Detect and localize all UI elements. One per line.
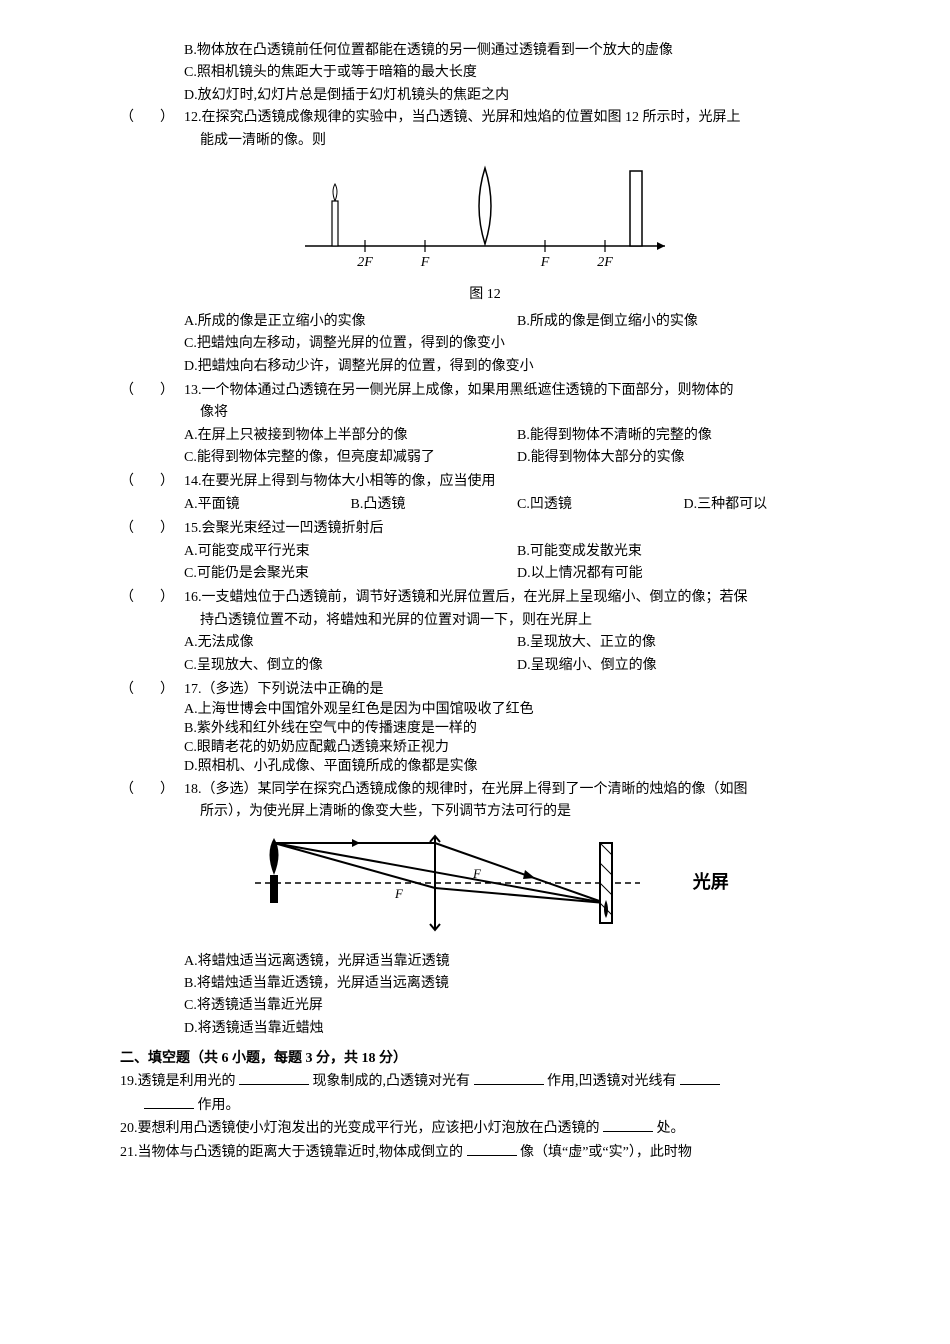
q21-pre: 21.当物体与凸透镜的距离大于透镜靠近时,物体成倒立的 bbox=[120, 1145, 463, 1160]
q12-figure: 2F F F 2F 图 12 bbox=[120, 156, 850, 307]
q17-b: B.紫外线和红外线在空气中的传播速度是一样的 bbox=[184, 720, 850, 739]
q12-d: D.把蜡烛向右移动少许，调整光屏的位置，得到的像变小 bbox=[184, 356, 850, 378]
q17-d: D.照相机、小孔成像、平面镜所成的像都是实像 bbox=[184, 758, 850, 777]
q17-a: A.上海世博会中国馆外观呈红色是因为中国馆吸收了红色 bbox=[184, 701, 850, 720]
q17-options: A.上海世博会中国馆外观呈红色是因为中国馆吸收了红色 B.紫外线和红外线在空气中… bbox=[120, 701, 850, 777]
question-15: （ ） 15.会聚光束经过一凹透镜折射后 A.可能变成平行光束 B.可能变成发散… bbox=[120, 518, 850, 585]
q16-stem: 16.一支蜡烛位于凸透镜前，调节好透镜和光屏位置后，在光屏上呈现缩小、倒立的像；… bbox=[184, 587, 850, 609]
q15-options: A.可能变成平行光束 B.可能变成发散光束 C.可能仍是会聚光束 D.以上情况都… bbox=[120, 541, 850, 586]
q14-a: A.平面镜 bbox=[184, 494, 351, 516]
svg-text:2F: 2F bbox=[357, 255, 373, 270]
answer-blank: （ bbox=[120, 587, 160, 609]
q14-stem: 14.在要光屏上得到与物体大小相等的像，应当使用 bbox=[184, 471, 850, 493]
q18-options: A.将蜡烛适当远离透镜，光屏适当靠近透镜 B.将蜡烛适当靠近透镜，光屏适当远离透… bbox=[120, 951, 850, 1041]
q16-options: A.无法成像 B.呈现放大、正立的像 C.呈现放大、倒立的像 D.呈现缩小、倒立… bbox=[120, 632, 850, 677]
q19-blank3 bbox=[680, 1070, 720, 1085]
prev-options: B.物体放在凸透镜前任何位置都能在透镜的另一侧通过透镜看到一个放大的虚像 C.照… bbox=[120, 40, 850, 107]
answer-blank-close: ） bbox=[160, 107, 184, 129]
q16-b: B.呈现放大、正立的像 bbox=[517, 632, 850, 654]
q14-c: C.凹透镜 bbox=[517, 494, 684, 516]
q13-a: A.在屏上只被接到物体上半部分的像 bbox=[184, 425, 517, 447]
q16-c: C.呈现放大、倒立的像 bbox=[184, 655, 517, 677]
answer-blank: （ bbox=[120, 107, 160, 129]
q12-a: A.所成的像是正立缩小的实像 bbox=[184, 311, 517, 333]
answer-blank: （ bbox=[120, 380, 160, 402]
q16-d: D.呈现缩小、倒立的像 bbox=[517, 655, 850, 677]
q19-mid1: 现象制成的,凸透镜对光有 bbox=[313, 1074, 471, 1089]
q18-stem-cont: 所示），为使光屏上清晰的像变大些，下列调节方法可行的是 bbox=[120, 801, 850, 823]
q16-a: A.无法成像 bbox=[184, 632, 517, 654]
q14-options: A.平面镜 B.凸透镜 C.凹透镜 D.三种都可以 bbox=[120, 494, 850, 516]
q17-stem: 17.（多选）下列说法中正确的是 bbox=[184, 679, 850, 701]
q14-d: D.三种都可以 bbox=[684, 494, 851, 516]
prev-option-c: C.照相机镜头的焦距大于或等于暗箱的最大长度 bbox=[184, 62, 850, 84]
svg-text:F: F bbox=[394, 886, 404, 901]
q12-fig-caption: 图 12 bbox=[120, 284, 850, 306]
q15-b: B.可能变成发散光束 bbox=[517, 541, 850, 563]
q12-stem-cont: 能成一清晰的像。则 bbox=[120, 130, 850, 152]
answer-blank-close: ） bbox=[160, 587, 184, 609]
q18-a: A.将蜡烛适当远离透镜，光屏适当靠近透镜 bbox=[184, 951, 850, 973]
q20-blank bbox=[603, 1117, 653, 1132]
q13-d: D.能得到物体大部分的实像 bbox=[517, 447, 850, 469]
q13-c: C.能得到物体完整的像，但亮度却减弱了 bbox=[184, 447, 517, 469]
q13-b: B.能得到物体不清晰的完整的像 bbox=[517, 425, 850, 447]
q12-options: A.所成的像是正立缩小的实像 B.所成的像是倒立缩小的实像 C.把蜡烛向左移动，… bbox=[120, 311, 850, 378]
answer-blank: （ bbox=[120, 518, 160, 540]
q15-a: A.可能变成平行光束 bbox=[184, 541, 517, 563]
q13-options: A.在屏上只被接到物体上半部分的像 B.能得到物体不清晰的完整的像 C.能得到物… bbox=[120, 425, 850, 470]
svg-text:F: F bbox=[420, 255, 430, 270]
answer-blank-close: ） bbox=[160, 380, 184, 402]
q19-tail: 作用。 bbox=[198, 1098, 240, 1113]
q12-b: B.所成的像是倒立缩小的实像 bbox=[517, 311, 850, 333]
question-17: （ ） 17.（多选）下列说法中正确的是 A.上海世博会中国馆外观呈红色是因为中… bbox=[120, 679, 850, 777]
question-14: （ ） 14.在要光屏上得到与物体大小相等的像，应当使用 A.平面镜 B.凸透镜… bbox=[120, 471, 850, 516]
q12-c: C.把蜡烛向左移动，调整光屏的位置，得到的像变小 bbox=[184, 333, 850, 355]
answer-blank: （ bbox=[120, 679, 160, 701]
q12-stem: 12.在探究凸透镜成像规律的实验中，当凸透镜、光屏和烛焰的位置如图 12 所示时… bbox=[184, 107, 850, 129]
answer-blank-close: ） bbox=[160, 518, 184, 540]
svg-text:F: F bbox=[540, 255, 550, 270]
question-13: （ ） 13.一个物体通过凸透镜在另一侧光屏上成像，如果用黑纸遮住透镜的下面部分… bbox=[120, 380, 850, 470]
answer-blank-close: ） bbox=[160, 679, 184, 701]
answer-blank: （ bbox=[120, 779, 160, 801]
q14-b: B.凸透镜 bbox=[351, 494, 518, 516]
q20-tail: 处。 bbox=[657, 1121, 685, 1136]
q16-stem-cont: 持凸透镜位置不动，将蜡烛和光屏的位置对调一下，则在光屏上 bbox=[120, 610, 850, 632]
question-19: 19.透镜是利用光的 现象制成的,凸透镜对光有 作用,凹透镜对光线有 作用。 bbox=[120, 1070, 850, 1117]
question-21: 21.当物体与凸透镜的距离大于透镜靠近时,物体成倒立的 像（填“虚”或“实”），… bbox=[120, 1141, 850, 1164]
q18-screen-label: 光屏 bbox=[693, 872, 729, 892]
answer-blank-close: ） bbox=[160, 779, 184, 801]
q15-d: D.以上情况都有可能 bbox=[517, 563, 850, 585]
q21-mid: 像（填“虚”或“实”），此时物 bbox=[520, 1145, 692, 1160]
q18-stem: 18.（多选）某同学在探究凸透镜成像的规律时，在光屏上得到了一个清晰的烛焰的像（… bbox=[184, 779, 850, 801]
q18-c: C.将透镜适当靠近光屏 bbox=[184, 995, 850, 1017]
svg-text:2F: 2F bbox=[597, 255, 613, 270]
q13-stem: 13.一个物体通过凸透镜在另一侧光屏上成像，如果用黑纸遮住透镜的下面部分，则物体… bbox=[184, 380, 850, 402]
q18-figure: F F 光屏 bbox=[120, 828, 850, 947]
answer-blank: （ bbox=[120, 471, 160, 493]
section-2-title: 二、填空题（共 6 小题，每题 3 分，共 18 分） bbox=[120, 1048, 850, 1070]
q18-b: B.将蜡烛适当靠近透镜，光屏适当远离透镜 bbox=[184, 973, 850, 995]
q19-mid2: 作用,凹透镜对光线有 bbox=[547, 1074, 677, 1089]
question-16: （ ） 16.一支蜡烛位于凸透镜前，调节好透镜和光屏位置后，在光屏上呈现缩小、倒… bbox=[120, 587, 850, 677]
q20-pre: 20.要想利用凸透镜使小灯泡发出的光变成平行光，应该把小灯泡放在凸透镜的 bbox=[120, 1121, 600, 1136]
q18-d: D.将透镜适当靠近蜡烛 bbox=[184, 1018, 850, 1040]
q19-blank3b bbox=[144, 1094, 194, 1109]
q13-stem-cont: 像将 bbox=[120, 402, 850, 424]
q21-blank bbox=[467, 1141, 517, 1156]
q15-stem: 15.会聚光束经过一凹透镜折射后 bbox=[184, 518, 850, 540]
q19-blank2 bbox=[474, 1070, 544, 1085]
question-12: （ ） 12.在探究凸透镜成像规律的实验中，当凸透镜、光屏和烛焰的位置如图 12… bbox=[120, 107, 850, 378]
prev-option-d: D.放幻灯时,幻灯片总是倒插于幻灯机镜头的焦距之内 bbox=[184, 85, 850, 107]
answer-blank-close: ） bbox=[160, 471, 184, 493]
q17-c: C.眼睛老花的奶奶应配戴凸透镜来矫正视力 bbox=[184, 739, 850, 758]
question-20: 20.要想利用凸透镜使小灯泡发出的光变成平行光，应该把小灯泡放在凸透镜的 处。 bbox=[120, 1117, 850, 1140]
question-18: （ ） 18.（多选）某同学在探究凸透镜成像的规律时，在光屏上得到了一个清晰的烛… bbox=[120, 779, 850, 1040]
q15-c: C.可能仍是会聚光束 bbox=[184, 563, 517, 585]
prev-option-b: B.物体放在凸透镜前任何位置都能在透镜的另一侧通过透镜看到一个放大的虚像 bbox=[184, 40, 850, 62]
q19-pre: 19.透镜是利用光的 bbox=[120, 1074, 236, 1089]
q19-blank1 bbox=[239, 1070, 309, 1085]
